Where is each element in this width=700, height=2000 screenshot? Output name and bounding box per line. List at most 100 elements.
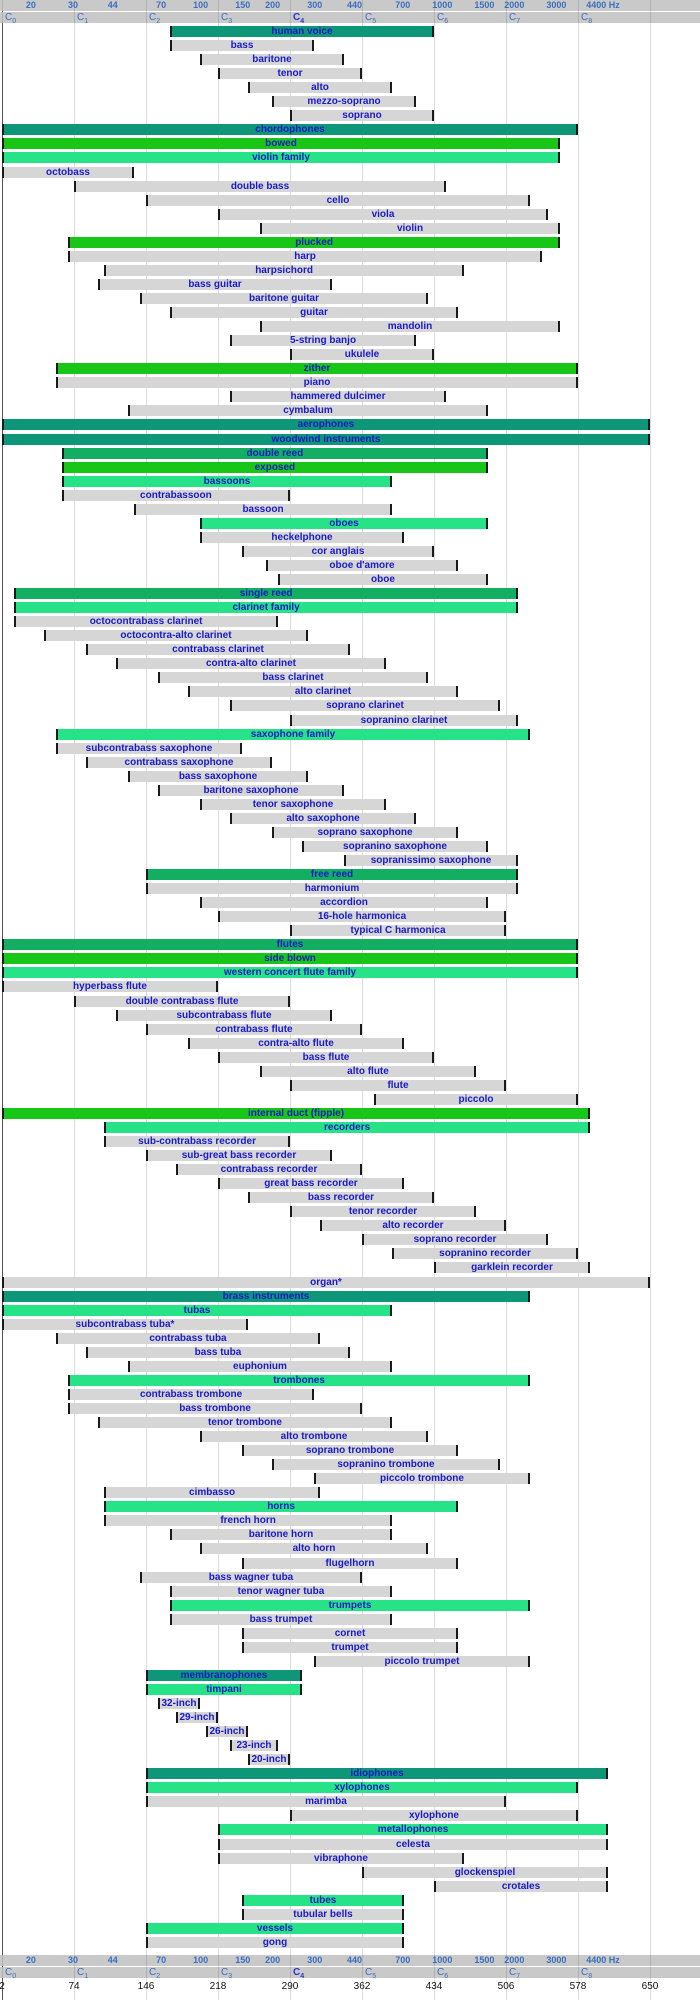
ruler-number: 74 <box>68 1980 80 1992</box>
range-end-tick <box>276 1740 278 1752</box>
range-end-tick <box>648 433 650 445</box>
range-bar-instrument <box>272 1459 500 1471</box>
chart-row: vibraphone <box>0 1852 700 1864</box>
range-start-tick <box>2 138 4 150</box>
range-start-tick <box>374 1093 376 1105</box>
range-start-tick <box>146 883 148 895</box>
range-end-tick <box>462 264 464 276</box>
range-start-tick <box>242 1894 244 1906</box>
hz-tick-label: 44 <box>107 0 118 10</box>
row-label: vessels <box>256 1922 294 1934</box>
row-label: violin <box>396 222 424 234</box>
range-bar-instrument <box>218 911 506 923</box>
range-bar-instrument <box>200 798 386 810</box>
range-end-tick <box>216 981 218 993</box>
row-label: contrabass recorder <box>220 1164 318 1175</box>
range-end-tick <box>528 1655 530 1667</box>
range-end-tick <box>444 391 446 403</box>
range-bar-instrument <box>344 855 518 866</box>
row-label: sopranino recorder <box>439 1248 531 1260</box>
range-bar-family <box>104 1121 590 1133</box>
row-label: internal duct (fipple) <box>247 1107 345 1119</box>
chart-row: cornet <box>0 1627 700 1639</box>
row-label: alto flute <box>347 1065 389 1077</box>
hz-tick-label: 700 <box>395 0 411 10</box>
range-bar-family <box>218 1824 608 1836</box>
range-end-tick <box>288 489 290 501</box>
row-label: hammered dulcimer <box>290 391 386 403</box>
chart-row: bowed <box>0 138 700 150</box>
range-bar-instrument <box>14 616 278 628</box>
row-label: piccolo trombone <box>380 1473 464 1485</box>
band-separator <box>146 12 147 23</box>
row-label: octobass <box>46 166 90 178</box>
chart-row: subcontrabass tuba* <box>0 1318 700 1330</box>
range-end-tick <box>528 1599 530 1611</box>
row-label: alto <box>311 82 329 94</box>
row-label: clarinet family <box>232 602 300 614</box>
chart-row: great bass recorder <box>0 1178 700 1190</box>
range-bar-instrument <box>68 1388 314 1400</box>
chart-row: contra-alto clarinet <box>0 658 700 670</box>
row-label: brass instruments <box>222 1290 310 1302</box>
range-bar-instrument <box>434 1262 590 1274</box>
range-bar-branch <box>61 461 488 473</box>
row-label: chordophones <box>255 124 325 136</box>
range-start-tick <box>128 1360 130 1372</box>
chart-row: membranophones <box>0 1669 700 1681</box>
band-separator <box>578 1954 579 1966</box>
range-bar-family <box>2 967 578 979</box>
range-end-tick <box>576 1248 578 1260</box>
chart-row: subcontrabass saxophone <box>0 742 700 754</box>
chart-row: cello <box>0 194 700 206</box>
chart-row: piccolo <box>0 1093 700 1105</box>
range-end-tick <box>648 419 650 431</box>
range-bar-family <box>146 1683 302 1695</box>
hz-tick-label: 300 <box>307 1954 323 1965</box>
chart-row: gong <box>0 1936 700 1948</box>
range-end-tick <box>390 1515 392 1527</box>
ruler-number: 146 <box>137 1980 155 1992</box>
range-bar-instrument <box>242 545 434 557</box>
range-bar-instrument <box>98 278 332 290</box>
range-end-tick <box>270 756 272 768</box>
range-start-tick <box>56 728 58 740</box>
row-label: subcontrabass saxophone <box>85 742 213 754</box>
range-start-tick <box>56 1332 58 1344</box>
range-end-tick <box>402 1894 404 1906</box>
chart-row: harmonium <box>0 883 700 895</box>
chart-row: sub-contrabass recorder <box>0 1136 700 1147</box>
range-bar-instrument <box>362 1234 548 1246</box>
row-label: tenor wagner tuba <box>237 1585 325 1597</box>
chart-row: flutes <box>0 939 700 951</box>
band-separator <box>2 12 3 23</box>
range-end-tick <box>390 1417 392 1428</box>
frequency-band-top: 20 30 44 70 100 150 200 300 440 700 1000 1500 2000 30… <box>0 0 700 11</box>
octave-label: C3 <box>221 12 233 25</box>
chart-row: bass wagner tuba <box>0 1571 700 1583</box>
range-bar-instrument <box>128 1360 392 1372</box>
range-bar-instrument <box>242 1627 458 1639</box>
range-start-tick <box>218 1852 220 1864</box>
range-start-tick <box>56 363 58 375</box>
band-separator <box>2 0 3 11</box>
row-label: soprano saxophone <box>317 826 413 838</box>
range-end-tick <box>342 784 344 796</box>
chart-row: glockenspiel <box>0 1866 700 1878</box>
row-label: 5-string banjo <box>289 335 357 347</box>
range-end-tick <box>558 222 560 234</box>
range-start-tick <box>278 574 280 585</box>
chart-row: contrabass saxophone <box>0 756 700 768</box>
row-label: piano <box>303 377 331 389</box>
range-bar-instrument <box>68 1402 362 1414</box>
range-bar-family <box>68 1374 530 1386</box>
chart-row: 32-inch <box>0 1698 700 1709</box>
row-label: metallophones <box>377 1824 449 1836</box>
chart-row: woodwind instruments <box>0 433 700 445</box>
row-label: single reed <box>239 588 293 599</box>
range-start-tick <box>2 1318 4 1330</box>
range-bar-instrument <box>290 1810 578 1822</box>
hz-tick-label: 200 <box>265 0 281 10</box>
hz-tick-label: 440 <box>347 1954 363 1965</box>
range-end-tick <box>414 335 416 347</box>
